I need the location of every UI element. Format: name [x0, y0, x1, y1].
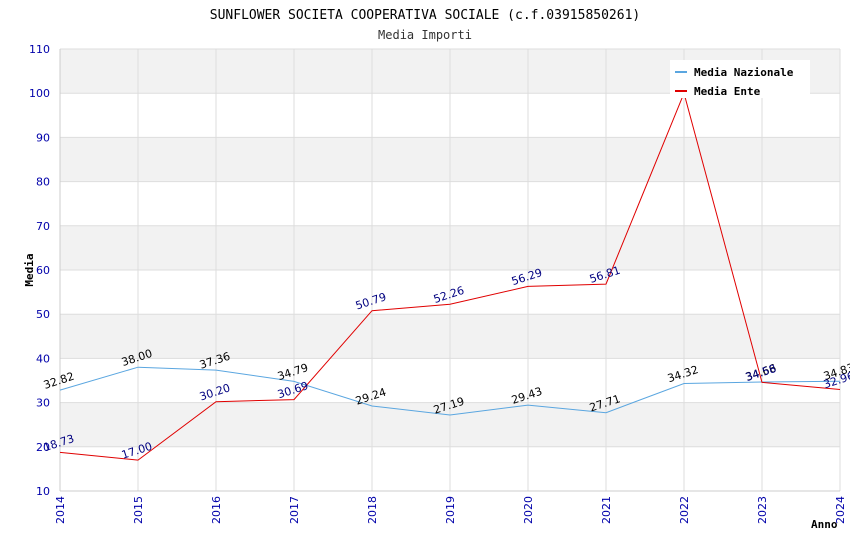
x-axis-label: Anno: [811, 518, 838, 531]
legend-label: Media Ente: [694, 85, 761, 98]
y-tick-label: 80: [36, 176, 50, 189]
y-tick-label: 100: [29, 87, 50, 100]
y-tick-label: 20: [36, 441, 50, 454]
series-line: [59, 91, 841, 461]
x-tick-label: 2017: [288, 496, 301, 524]
legend-label: Media Nazionale: [694, 66, 794, 79]
x-tick-label: 2023: [756, 496, 769, 524]
chart-subtitle: Media Importi: [378, 28, 472, 42]
y-tick-label: 50: [36, 308, 50, 321]
x-tick-label: 2015: [132, 496, 145, 524]
y-tick-label: 110: [29, 43, 50, 56]
y-tick-label: 90: [36, 131, 50, 144]
x-tick-label: 2021: [600, 496, 613, 524]
x-tick-label: 2022: [678, 496, 691, 524]
x-tick-label: 2020: [522, 496, 535, 524]
legend-box: [670, 60, 810, 98]
y-tick-label: 30: [36, 397, 50, 410]
x-tick-label: 2016: [210, 496, 223, 524]
y-tick-label: 60: [36, 264, 50, 277]
x-tick-label: 2024: [834, 496, 847, 524]
x-tick-label: 2014: [54, 496, 67, 524]
series-line: [59, 366, 841, 416]
y-tick-label: 40: [36, 352, 50, 365]
y-axis-label: Media: [23, 253, 36, 286]
y-tick-label: 70: [36, 220, 50, 233]
x-tick-label: 2018: [366, 496, 379, 524]
x-tick-label: 2019: [444, 496, 457, 524]
chart-title: SUNFLOWER SOCIETA COOPERATIVA SOCIALE (c…: [210, 8, 640, 23]
legend: Media Nazionale Media Ente: [670, 60, 810, 98]
y-tick-label: 10: [36, 485, 50, 498]
